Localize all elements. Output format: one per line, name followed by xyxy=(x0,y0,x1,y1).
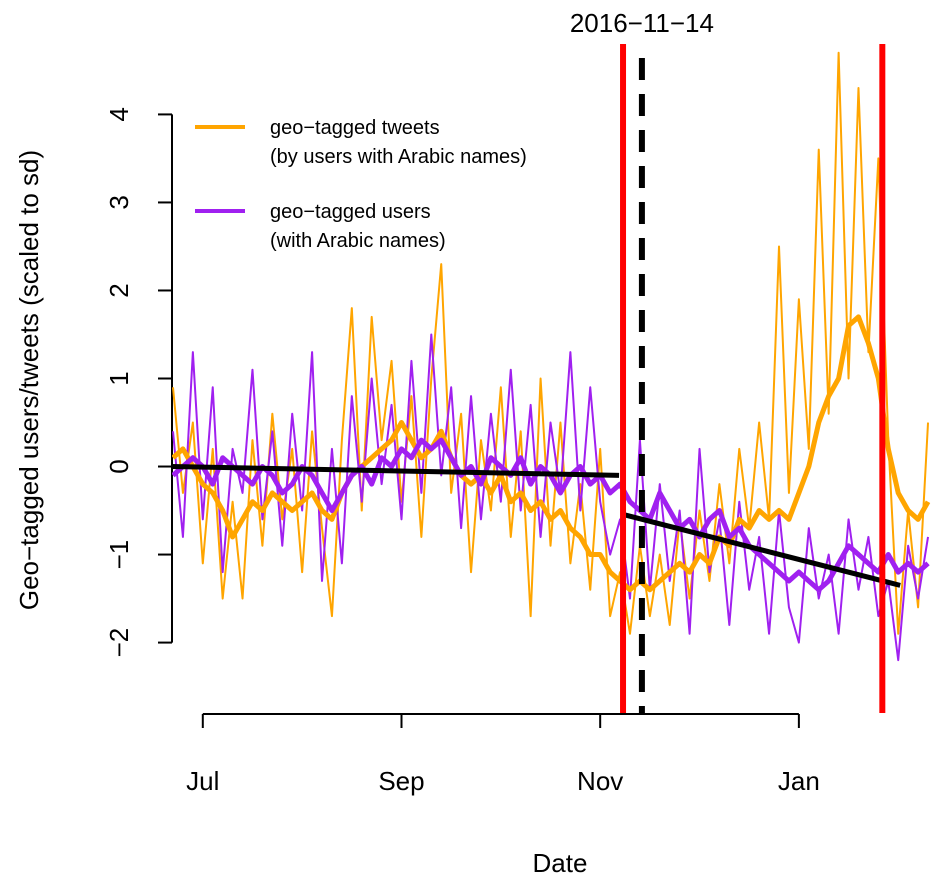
x-tick-label: Nov xyxy=(577,766,623,796)
legend-label: geo−tagged users (with Arabic names) xyxy=(270,201,446,252)
y-axis-title: Geo−tagged users/tweets (scaled to sd) xyxy=(14,150,44,610)
series-line xyxy=(172,314,931,593)
trend-line xyxy=(172,464,620,478)
series-line xyxy=(172,51,930,635)
x-axis-title: Date xyxy=(533,848,588,878)
y-tick-label: 3 xyxy=(104,195,134,209)
series-line xyxy=(172,333,930,662)
y-tick-label: 2 xyxy=(104,283,134,297)
x-tick-label: Jul xyxy=(186,766,219,796)
y-tick-label: −2 xyxy=(104,628,134,658)
x-tick-label: Sep xyxy=(378,766,424,796)
y-tick-label: 4 xyxy=(104,107,134,121)
annotation-label: 2016−11−14 xyxy=(570,8,714,38)
y-tick-label: 1 xyxy=(104,371,134,385)
legend-label: geo−tagged tweets (by users with Arabic n… xyxy=(270,117,527,168)
y-tick-label: 0 xyxy=(104,459,134,473)
x-tick-label: Jan xyxy=(778,766,820,796)
y-tick-label: −1 xyxy=(104,540,134,570)
trend-line xyxy=(624,512,901,588)
plot-area xyxy=(172,44,931,713)
